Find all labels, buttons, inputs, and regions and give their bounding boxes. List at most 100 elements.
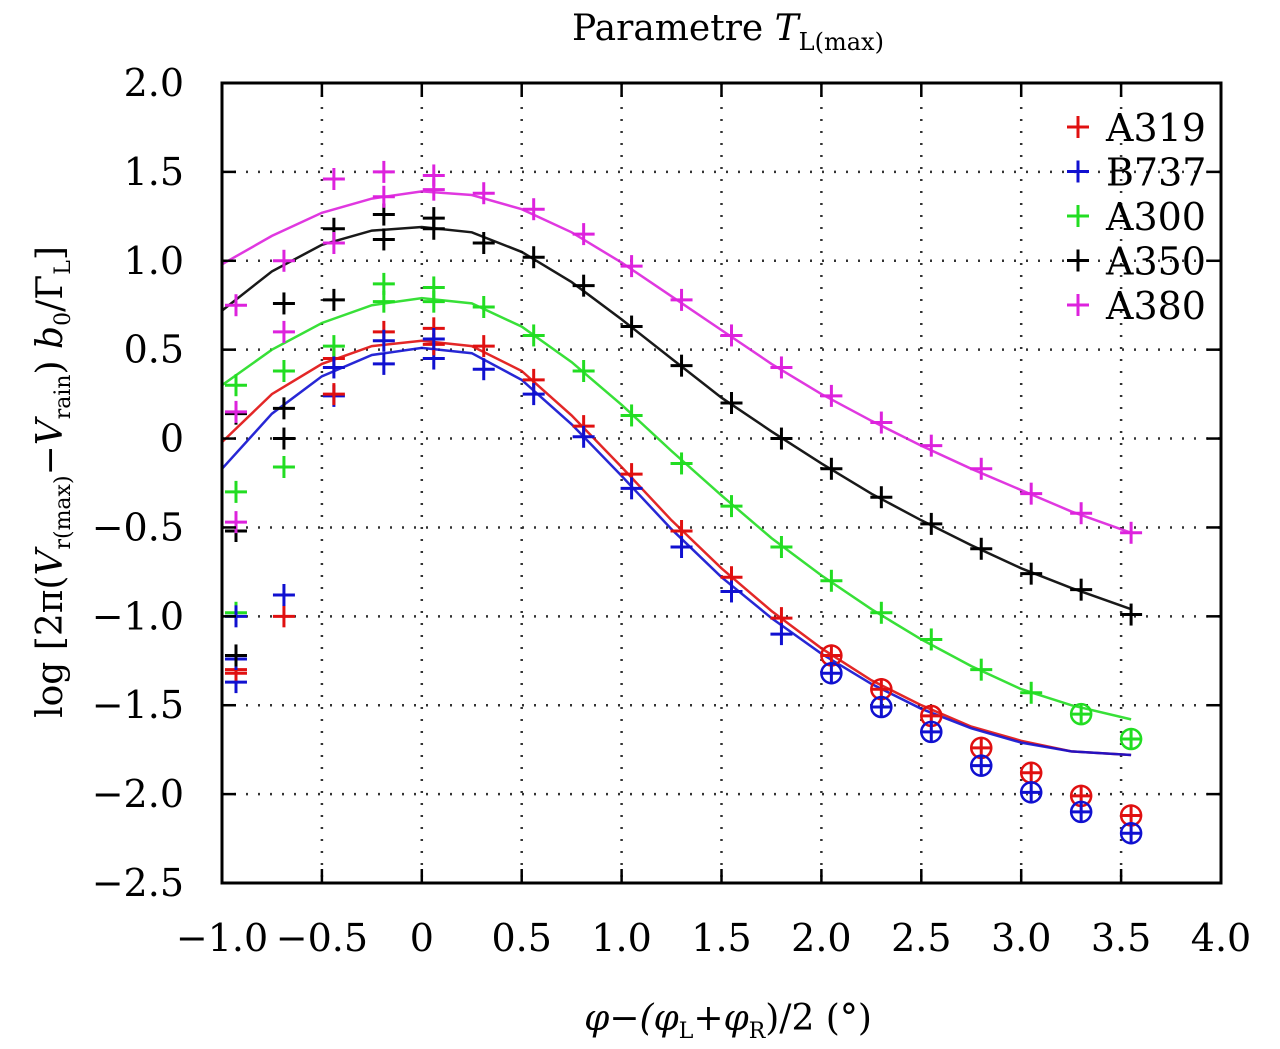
data-point-a350 bbox=[1020, 562, 1043, 585]
y-label-part-c: /Γ bbox=[30, 275, 71, 312]
data-point-b737 bbox=[620, 477, 643, 500]
data-point-a380 bbox=[920, 434, 943, 457]
data-point-a350 bbox=[422, 217, 445, 240]
y-tick-labels: 2.0 1.5 1.0 0.5 0 −0.5 −1.0 −1.5 −2.0 −2.5 bbox=[92, 61, 184, 905]
y-axis-label: log [2π(Vr(max)−Vrain) b0/ΓL] bbox=[30, 246, 76, 718]
x-label-sub-r: R bbox=[749, 1019, 767, 1044]
data-point-b737-circle bbox=[1069, 800, 1093, 824]
data-point-a350 bbox=[870, 486, 893, 509]
data-point-a350 bbox=[272, 292, 295, 315]
data-point-a350 bbox=[322, 288, 345, 311]
data-point-b737 bbox=[820, 661, 843, 685]
data-point-a380 bbox=[620, 255, 643, 278]
data-point-b737-circle bbox=[820, 661, 843, 685]
y-tick-label: −1.5 bbox=[92, 683, 184, 727]
legend-item-a319: A319 bbox=[1067, 106, 1206, 150]
y-tick-label: 2.0 bbox=[124, 61, 184, 105]
data-point-b737-circle bbox=[1119, 821, 1143, 845]
data-point-b737 bbox=[670, 536, 693, 558]
y-label-b0: b bbox=[30, 326, 71, 349]
x-label-part-c: )/2 (°) bbox=[765, 998, 872, 1039]
x-tick-label: 1.0 bbox=[591, 916, 651, 960]
data-markers bbox=[224, 160, 1143, 845]
data-point-a319 bbox=[1019, 761, 1043, 785]
data-point-a300 bbox=[1069, 702, 1093, 726]
legend-label: A350 bbox=[1105, 240, 1206, 284]
legend-item-a300: A300 bbox=[1067, 195, 1206, 239]
data-point-a300 bbox=[1020, 681, 1043, 704]
data-point-a300 bbox=[272, 456, 295, 478]
data-point-a380 bbox=[372, 185, 395, 208]
data-point-a380 bbox=[1120, 521, 1143, 544]
data-point-a380 bbox=[322, 168, 345, 190]
data-point-a300 bbox=[620, 404, 643, 427]
x-tick-label: 4.0 bbox=[1191, 916, 1251, 960]
fit-curve-a350 bbox=[221, 225, 1132, 611]
data-point-a300 bbox=[224, 374, 247, 397]
data-point-a380 bbox=[272, 249, 295, 272]
chart-title-symbol: T bbox=[775, 8, 802, 49]
data-point-a300 bbox=[770, 536, 793, 558]
data-point-a350 bbox=[770, 427, 793, 450]
data-point-a300 bbox=[970, 658, 993, 681]
y-label-sub4: L bbox=[51, 260, 76, 275]
data-point-a300 bbox=[870, 601, 893, 624]
data-point-a319 bbox=[272, 605, 295, 628]
data-point-a380 bbox=[1070, 502, 1093, 525]
data-point-a300 bbox=[572, 360, 595, 382]
x-tick-label: 2.5 bbox=[891, 916, 951, 960]
chart-title: Parametre TL(max) bbox=[572, 8, 884, 56]
data-point-b737 bbox=[920, 720, 943, 744]
data-point-a380 bbox=[770, 356, 793, 379]
y-tick-label: 0 bbox=[160, 417, 184, 461]
legend-label: B737 bbox=[1106, 151, 1206, 195]
data-point-a350 bbox=[820, 457, 843, 480]
data-point-a300 bbox=[820, 569, 843, 592]
y-label-sub3: 0 bbox=[51, 312, 76, 326]
y-label-minus: − bbox=[30, 445, 71, 475]
data-point-b737-circle bbox=[1019, 781, 1043, 804]
data-point-a380 bbox=[272, 320, 295, 343]
data-point-a300 bbox=[372, 290, 395, 313]
data-point-a380 bbox=[870, 411, 893, 434]
data-point-a380 bbox=[224, 511, 247, 534]
data-point-a350 bbox=[970, 537, 993, 560]
data-point-a380 bbox=[522, 198, 545, 221]
data-point-a350 bbox=[272, 397, 295, 420]
legend-label: A380 bbox=[1105, 284, 1206, 328]
data-point-b737 bbox=[1069, 800, 1093, 824]
data-point-b737 bbox=[322, 356, 345, 379]
data-point-b737 bbox=[770, 623, 793, 646]
data-point-b737 bbox=[870, 695, 893, 719]
data-point-a300 bbox=[422, 290, 445, 313]
y-label-sub1: r(max) bbox=[51, 475, 76, 549]
data-point-a380 bbox=[1020, 482, 1043, 505]
data-point-a300-circle bbox=[1119, 727, 1143, 751]
x-tick-label: 0.5 bbox=[491, 916, 551, 960]
y-tick-label: 0.5 bbox=[124, 328, 184, 372]
x-tick-label: 1.5 bbox=[691, 916, 751, 960]
data-point-a380 bbox=[224, 400, 247, 423]
data-point-b737 bbox=[422, 328, 445, 350]
data-point-b737 bbox=[720, 580, 743, 603]
data-point-b737 bbox=[1119, 821, 1143, 845]
x-tick-label: −1.0 bbox=[176, 916, 268, 960]
data-point-a380 bbox=[372, 160, 395, 183]
x-label-part-a: φ−(φ bbox=[584, 998, 679, 1039]
grid bbox=[222, 83, 1221, 883]
data-point-b737 bbox=[372, 352, 395, 375]
axis-ticks bbox=[220, 81, 1223, 885]
data-point-a380 bbox=[572, 223, 595, 246]
data-point-a380 bbox=[820, 384, 843, 407]
data-point-b737 bbox=[1019, 781, 1043, 804]
data-point-a300-circle bbox=[1069, 702, 1093, 726]
data-point-a350 bbox=[272, 427, 295, 450]
data-point-a300 bbox=[920, 628, 943, 651]
x-axis-label: φ−(φL+φR)/2 (°) bbox=[584, 998, 872, 1044]
y-tick-label: −0.5 bbox=[92, 505, 184, 549]
chart-title-main: Parametre bbox=[572, 8, 775, 49]
y-label-v1: V bbox=[30, 546, 71, 576]
data-point-a380 bbox=[322, 232, 345, 254]
x-tick-label: 3.5 bbox=[1091, 916, 1151, 960]
